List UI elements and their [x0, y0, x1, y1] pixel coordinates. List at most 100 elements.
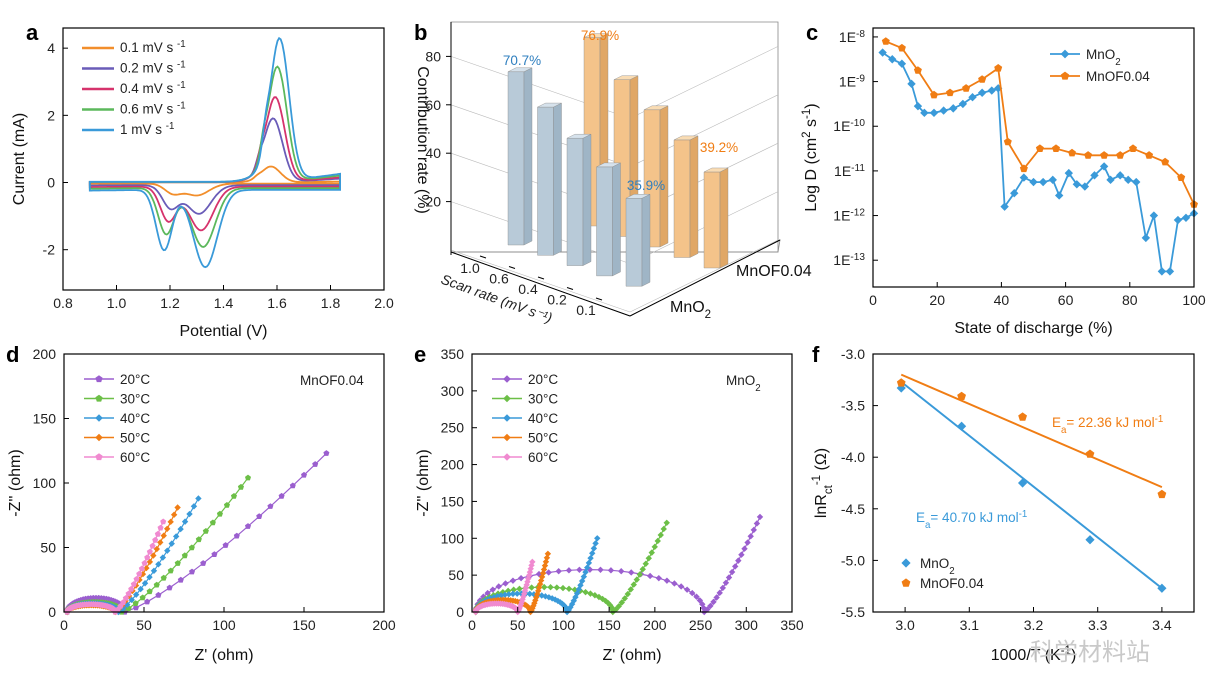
bar-side-1-3 [689, 135, 699, 258]
panel-c-frame [872, 27, 1195, 288]
nyquist-point-0 [211, 551, 218, 557]
panel-a-xtick-label: 1.0 [107, 295, 127, 311]
panel-f-ylabel: lnRct-1 (Ω) [811, 448, 835, 518]
nyquist-point-1 [633, 576, 640, 583]
panel-f-ytick-label: -3.0 [841, 346, 865, 362]
logd-point-0 [1173, 215, 1183, 225]
nyquist-point-1 [223, 502, 230, 508]
nyquist-point-2 [585, 559, 593, 567]
nyquist-point-0 [713, 594, 720, 601]
x-tick [537, 276, 545, 280]
panel-label-c: c [806, 20, 818, 45]
nyquist-point-0 [517, 574, 525, 582]
nyquist-point-4 [157, 524, 164, 531]
logd-point-1 [913, 66, 922, 74]
panel-c-xtick-label: 20 [929, 292, 945, 308]
legend-marker-nyq-3 [503, 433, 511, 442]
logd-point-0 [1157, 267, 1167, 276]
nyquist-point-1 [553, 584, 561, 591]
nyquist-point-1 [541, 583, 548, 591]
nyq-xtick-label: 50 [510, 617, 526, 633]
nyquist-point-3 [538, 573, 546, 581]
nyquist-point-3 [536, 580, 544, 588]
nyquist-point-0 [716, 589, 723, 597]
logd-point-1 [1052, 144, 1060, 152]
legend-label-nyq-4: 60°C [120, 450, 150, 465]
arrhenius-point-0 [1017, 478, 1028, 488]
panel-label-e: e [414, 342, 426, 367]
nyq-xtick-label: 150 [597, 617, 621, 633]
x-tick [508, 266, 516, 269]
nyquist-point-1 [516, 585, 523, 593]
arrhenius-point-0 [956, 421, 967, 431]
legend-label-nyq-0: 20°C [120, 372, 150, 387]
panel-c-diffusion-coefficient: 0 20 40 60 80 100 1E-8 1E-9 1E-10 1E-11 1E-12 1E-13… [801, 27, 1206, 337]
panel-c-ytick-label: 1E-10 [833, 118, 865, 135]
nyquist-point-1 [651, 543, 658, 551]
nyquist-point-0 [728, 568, 736, 576]
panel-a-ytick-label: 0 [47, 175, 55, 191]
bar-side-0-1 [553, 102, 562, 256]
nyquist-point-0 [707, 602, 714, 610]
x-tick [566, 287, 574, 290]
logd-point-0 [1099, 162, 1109, 171]
legend-marker-nyq-2 [503, 414, 511, 422]
nyq-xtick-label: 250 [689, 617, 713, 633]
panel-c-ytick-label: 1E-12 [833, 207, 865, 224]
logd-point-0 [1080, 182, 1090, 191]
panel-a-xtick-label: 0.8 [53, 295, 73, 311]
logd-point-0 [1165, 267, 1175, 276]
logd-point-1 [1116, 151, 1125, 159]
nyq-xtick-label: 200 [643, 617, 667, 633]
logd-point-0 [1072, 180, 1082, 189]
nyquist-point-1 [582, 588, 589, 596]
nyquist-point-0 [628, 569, 635, 576]
nyquist-point-2 [575, 586, 583, 593]
nyquist-point-0 [719, 584, 727, 592]
bar-top-0-4 [625, 194, 651, 199]
nyquist-point-4 [160, 518, 167, 525]
nyquist-point-0 [735, 557, 742, 564]
nyquist-point-3 [150, 552, 157, 559]
nyquist-point-0 [233, 532, 240, 539]
nyquist-point-0 [753, 520, 761, 527]
legend-label-0: 0.1 mV s -1 [120, 39, 186, 56]
nyq-xtick-label: 150 [292, 617, 316, 633]
logd-point-0 [1181, 213, 1191, 222]
nyquist-point-1 [657, 531, 664, 539]
panel-a-xtick-label: 1.4 [214, 295, 234, 311]
nyquist-point-2 [137, 585, 144, 593]
nyquist-point-2 [186, 510, 193, 518]
nyq-ytick-label: 100 [441, 530, 465, 546]
nyq-ytick-label: 200 [441, 457, 465, 473]
nyquist-point-2 [589, 550, 596, 557]
nyquist-point-0 [222, 542, 229, 548]
nyquist-point-0 [722, 579, 730, 586]
logd-point-0 [929, 108, 939, 118]
nyquist-point-0 [278, 492, 285, 499]
nyquist-point-0 [756, 513, 764, 521]
nyq-xtick-label: 100 [552, 617, 576, 633]
series-label-0: MnO2 [670, 299, 711, 321]
nyquist-point-4 [141, 560, 148, 566]
legend-label-nyq-4: 60°C [528, 450, 558, 465]
nyquist-point-1 [621, 595, 628, 602]
logd-point-0 [1132, 177, 1141, 187]
legend-label-nyq-0: 20°C [528, 372, 558, 387]
panel-label-f: f [812, 342, 820, 367]
nyquist-point-0 [509, 577, 517, 584]
nyquist-point-1 [645, 555, 652, 562]
legend-label-f-1: MnOF0.04 [920, 576, 984, 591]
nyquist-point-0 [555, 568, 562, 575]
logd-point-1 [1161, 157, 1170, 166]
nyquist-point-0 [323, 450, 330, 456]
legend-marker-nyq-2 [95, 414, 103, 422]
nyquist-point-3 [534, 590, 541, 598]
bar-top-0-2 [566, 133, 592, 139]
bar-top-1-4 [703, 167, 729, 173]
logd-point-0 [1048, 175, 1057, 185]
y-axis-floor [629, 239, 781, 317]
legend-marker-nyq-4 [95, 453, 103, 461]
logd-point-0 [897, 59, 907, 68]
nyquist-point-0 [738, 551, 745, 558]
